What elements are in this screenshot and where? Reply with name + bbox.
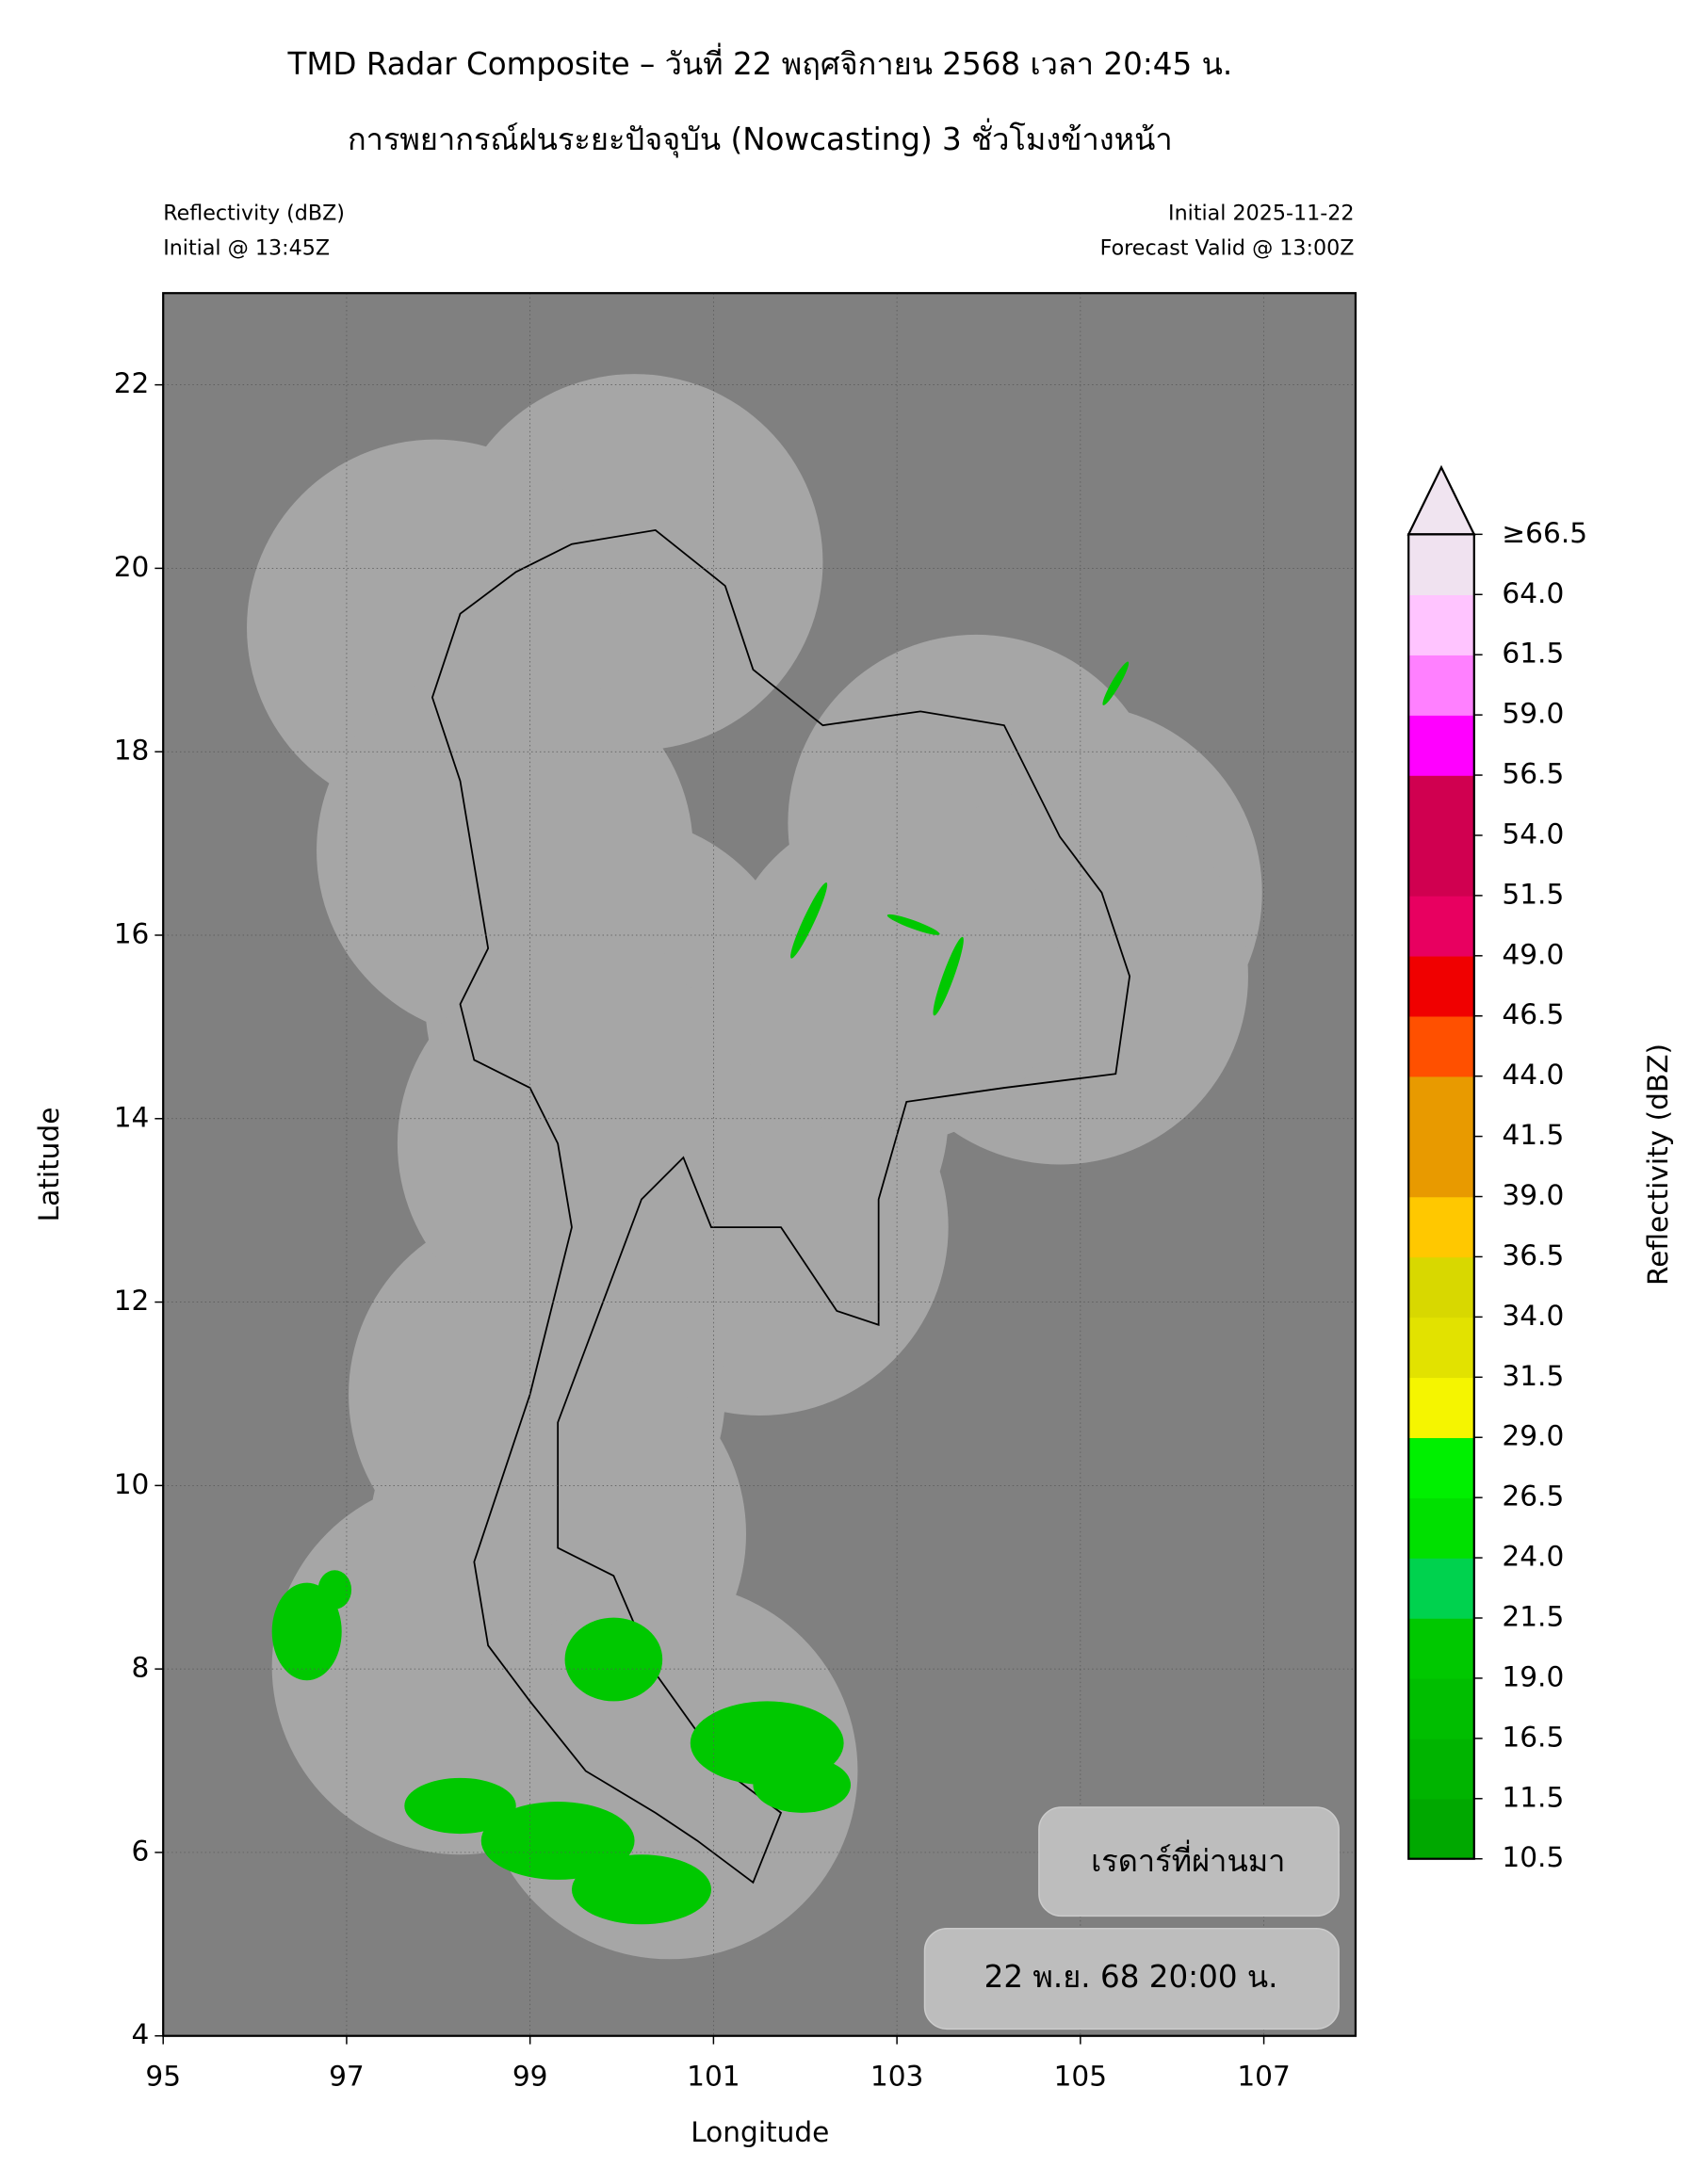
colorbar-segment <box>1408 1497 1474 1559</box>
x-tick-label: 99 <box>512 2061 548 2093</box>
colorbar-tick-label: 34.0 <box>1502 1300 1564 1332</box>
colorbar-tick-label: 44.0 <box>1502 1059 1564 1091</box>
colorbar-tick-label: 29.0 <box>1502 1420 1564 1452</box>
colorbar-segment <box>1408 715 1474 776</box>
colorbar-segment <box>1408 1196 1474 1258</box>
colorbar-tick-label: 24.0 <box>1502 1541 1564 1573</box>
subtitle-right: Forecast Valid @ 13:00Z <box>1100 235 1355 260</box>
x-tick-label: 101 <box>687 2061 740 2093</box>
colorbar-tick-label: ≥66.5 <box>1502 517 1587 549</box>
colorbar-tick-label: 16.5 <box>1502 1721 1564 1753</box>
colorbar-extension <box>1406 464 1476 536</box>
colorbar-tick-label: 46.5 <box>1502 998 1564 1030</box>
y-tick-label: 8 <box>132 1652 150 1684</box>
colorbar-segment <box>1408 895 1474 957</box>
colorbar-segment <box>1408 1377 1474 1438</box>
map-frame <box>162 292 1357 2037</box>
radar-echoes <box>271 661 1130 1925</box>
y-tick-label: 10 <box>114 1468 150 1500</box>
y-tick-label: 12 <box>114 1285 150 1317</box>
colorbar-segment <box>1408 1136 1474 1198</box>
colorbar-tick-label: 10.5 <box>1502 1841 1564 1873</box>
colorbar-segment <box>1408 1317 1474 1379</box>
y-tick-label: 22 <box>114 367 150 399</box>
title: การพยากรณ์ฝนระยะปัจจุบัน (Nowcasting) 3 … <box>348 118 1173 158</box>
x-tick-label: 103 <box>870 2061 924 2093</box>
colorbar-tick-label: 11.5 <box>1502 1781 1564 1813</box>
colorbar-segment <box>1408 594 1474 655</box>
colorbar-segment <box>1408 1015 1474 1077</box>
y-tick-label: 16 <box>114 917 150 949</box>
overlay-label: เรดาร์ที่ผ่านมา <box>1091 1839 1285 1879</box>
colorbar-tick-label: 61.5 <box>1502 638 1564 670</box>
colorbar-tick-label: 26.5 <box>1502 1480 1564 1513</box>
y-tick-label: 6 <box>132 1835 150 1867</box>
colorbar-segment <box>1408 655 1474 716</box>
colorbar-segment <box>1408 1677 1474 1739</box>
overlay-box <box>1038 1806 1340 1917</box>
subtitle-right: Initial 2025-11-22 <box>1168 201 1354 225</box>
colorbar-tick-label: 59.0 <box>1502 698 1564 730</box>
colorbar-segment <box>1408 834 1474 897</box>
x-tick-label: 97 <box>329 2061 365 2093</box>
colorbar-tick-label: 19.0 <box>1502 1660 1564 1692</box>
colorbar-tick-label: 21.5 <box>1502 1601 1564 1633</box>
radar-coverage <box>247 374 1262 1960</box>
y-tick-label: 4 <box>132 2018 150 2050</box>
colorbar-segment <box>1408 1437 1474 1498</box>
colorbar-segment <box>1408 1618 1474 1679</box>
colorbar-label: Reflectivity (dBZ) <box>1642 1043 1674 1286</box>
colorbar-segment <box>1408 775 1474 836</box>
colorbar-tick-label: 39.0 <box>1502 1179 1564 1211</box>
colorbar-segment <box>1408 1738 1474 1800</box>
colorbar-tick-label: 56.5 <box>1502 758 1564 790</box>
subtitle-left: Reflectivity (dBZ) <box>163 201 345 225</box>
colorbar-tick-label: 41.5 <box>1502 1119 1564 1151</box>
x-tick-label: 95 <box>145 2061 181 2093</box>
colorbar-segment <box>1408 1076 1474 1138</box>
x-axis-label: Longitude <box>691 2116 829 2148</box>
colorbar-tick-label: 49.0 <box>1502 938 1564 970</box>
y-axis-label: Latitude <box>33 1108 65 1222</box>
colorbar-tick-label: 54.0 <box>1502 817 1564 849</box>
subtitle-left: Initial @ 13:45Z <box>163 235 330 260</box>
colorbar-segment <box>1408 1558 1474 1619</box>
colorbar-tick-label: 64.0 <box>1502 577 1564 609</box>
y-tick-label: 20 <box>114 551 150 583</box>
colorbar-segment <box>1408 955 1474 1017</box>
overlay-box <box>923 1927 1340 2030</box>
colorbar-segment <box>1408 1798 1474 1860</box>
colorbar-segment <box>1408 1256 1474 1318</box>
colorbar-segment <box>1408 534 1474 596</box>
colorbar-tick-label: 51.5 <box>1502 878 1564 910</box>
y-tick-label: 18 <box>114 735 150 767</box>
overlay-time: 22 พ.ย. 68 20:00 น. <box>984 1959 1278 1995</box>
title: TMD Radar Composite – วันที่ 22 พฤศจิกาย… <box>286 42 1232 82</box>
x-tick-label: 105 <box>1054 2061 1108 2093</box>
y-tick-label: 14 <box>114 1101 150 1133</box>
colorbar-tick-label: 31.5 <box>1502 1360 1564 1392</box>
x-tick-label: 107 <box>1237 2061 1291 2093</box>
colorbar-tick-label: 36.5 <box>1502 1239 1564 1271</box>
